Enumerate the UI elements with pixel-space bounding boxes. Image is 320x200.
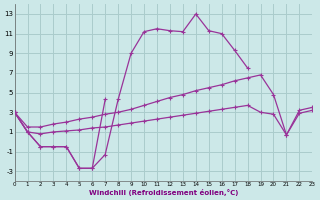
X-axis label: Windchill (Refroidissement éolien,°C): Windchill (Refroidissement éolien,°C) — [89, 189, 238, 196]
